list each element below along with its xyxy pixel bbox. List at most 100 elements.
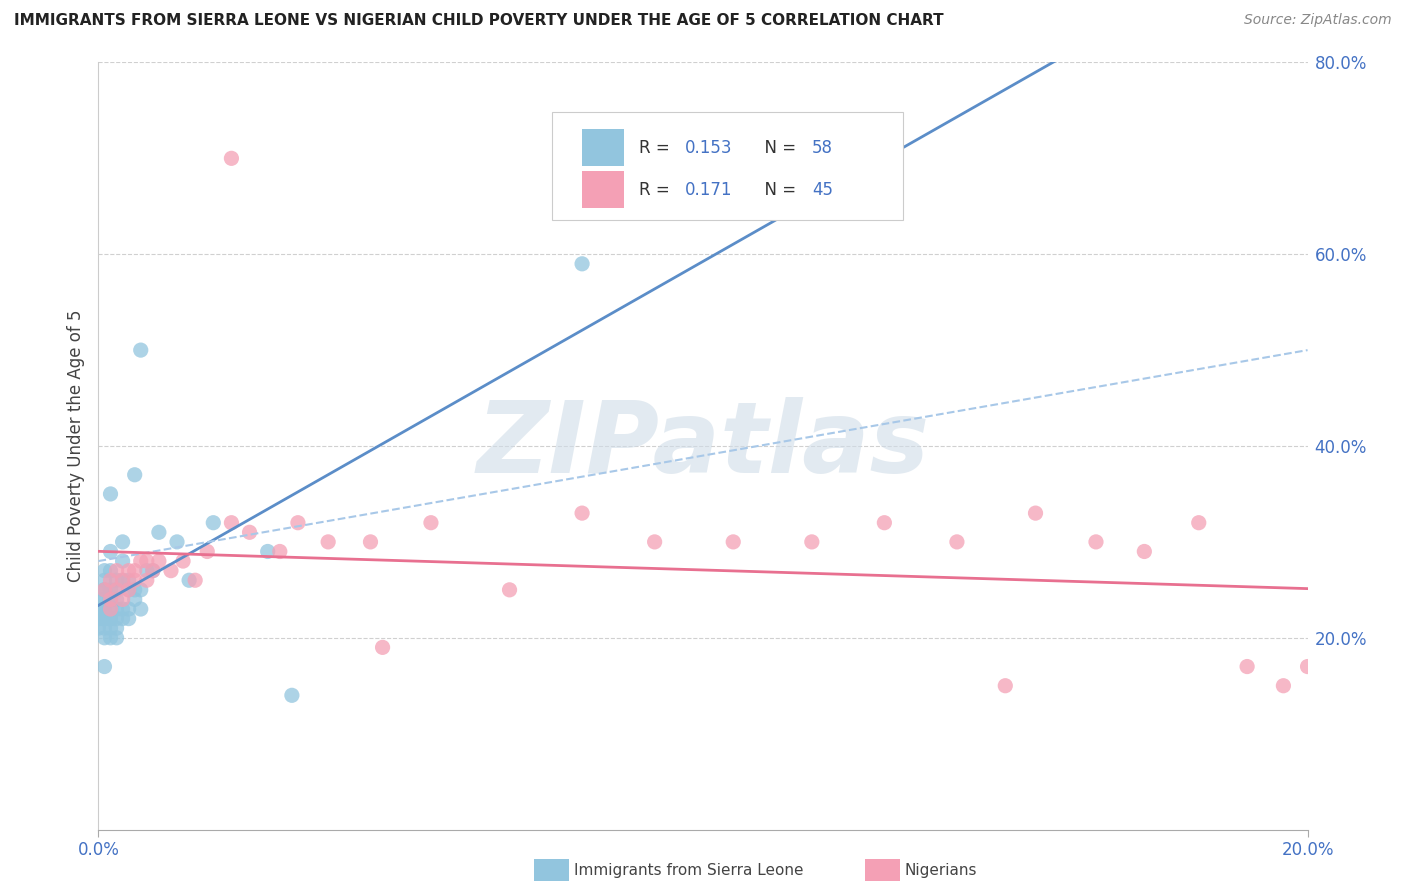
- Point: [148, 525, 170, 540]
- Point: [100, 612, 122, 626]
- Point: [124, 574, 146, 588]
- Point: [1188, 516, 1211, 530]
- Text: 0.171: 0.171: [685, 181, 733, 199]
- Point: [100, 592, 122, 607]
- Point: [160, 564, 183, 578]
- Point: [105, 612, 128, 626]
- Point: [111, 554, 134, 568]
- Point: [111, 574, 134, 588]
- FancyBboxPatch shape: [582, 171, 624, 208]
- Text: 45: 45: [811, 181, 832, 199]
- Point: [100, 602, 122, 616]
- Point: [100, 621, 122, 635]
- Point: [100, 487, 122, 501]
- Point: [1085, 535, 1108, 549]
- Point: [946, 535, 969, 549]
- Point: [93, 592, 115, 607]
- Point: [135, 554, 157, 568]
- Point: [118, 612, 141, 626]
- Point: [1296, 659, 1319, 673]
- Point: [111, 592, 134, 607]
- Point: [124, 582, 146, 597]
- Point: [93, 582, 115, 597]
- Point: [873, 516, 896, 530]
- Point: [105, 621, 128, 635]
- Point: [93, 631, 115, 645]
- Point: [166, 535, 188, 549]
- Point: [172, 554, 194, 568]
- Point: [87, 592, 110, 607]
- Point: [129, 554, 152, 568]
- Text: R =: R =: [638, 181, 675, 199]
- Text: N =: N =: [754, 138, 801, 157]
- Point: [100, 631, 122, 645]
- Point: [142, 564, 165, 578]
- Point: [239, 525, 262, 540]
- Point: [105, 564, 128, 578]
- Point: [111, 535, 134, 549]
- Point: [87, 602, 110, 616]
- Point: [571, 506, 593, 520]
- Point: [179, 574, 201, 588]
- Point: [129, 582, 152, 597]
- Point: [100, 592, 122, 607]
- Point: [195, 544, 218, 558]
- Point: [571, 257, 593, 271]
- Point: [142, 564, 165, 578]
- Point: [93, 602, 115, 616]
- Text: ZIPatlas: ZIPatlas: [477, 398, 929, 494]
- Text: 0.153: 0.153: [685, 138, 733, 157]
- Point: [87, 612, 110, 626]
- Point: [281, 689, 304, 703]
- Point: [118, 574, 141, 588]
- Point: [644, 535, 666, 549]
- Point: [100, 602, 122, 616]
- Point: [1133, 544, 1156, 558]
- Point: [93, 612, 115, 626]
- Point: [221, 516, 243, 530]
- Point: [87, 621, 110, 635]
- Point: [124, 564, 146, 578]
- Point: [800, 535, 823, 549]
- Text: IMMIGRANTS FROM SIERRA LEONE VS NIGERIAN CHILD POVERTY UNDER THE AGE OF 5 CORREL: IMMIGRANTS FROM SIERRA LEONE VS NIGERIAN…: [14, 13, 943, 29]
- Point: [93, 574, 115, 588]
- Point: [129, 602, 152, 616]
- Point: [93, 621, 115, 635]
- Point: [111, 612, 134, 626]
- Point: [105, 592, 128, 607]
- Point: [202, 516, 225, 530]
- Point: [118, 564, 141, 578]
- Point: [105, 574, 128, 588]
- Point: [93, 582, 115, 597]
- FancyBboxPatch shape: [582, 129, 624, 166]
- Point: [105, 631, 128, 645]
- Point: [111, 574, 134, 588]
- Point: [269, 544, 291, 558]
- Point: [124, 467, 146, 482]
- Point: [723, 535, 745, 549]
- Point: [105, 602, 128, 616]
- Point: [371, 640, 394, 655]
- Text: R =: R =: [638, 138, 675, 157]
- Point: [1024, 506, 1046, 520]
- Y-axis label: Child Poverty Under the Age of 5: Child Poverty Under the Age of 5: [66, 310, 84, 582]
- Point: [93, 564, 115, 578]
- Point: [360, 535, 382, 549]
- Point: [498, 582, 520, 597]
- Point: [100, 564, 122, 578]
- Point: [100, 574, 122, 588]
- FancyBboxPatch shape: [551, 112, 903, 219]
- Point: [287, 516, 309, 530]
- Point: [1236, 659, 1258, 673]
- Text: Source: ZipAtlas.com: Source: ZipAtlas.com: [1244, 13, 1392, 28]
- Point: [256, 544, 278, 558]
- Point: [93, 582, 115, 597]
- Point: [100, 544, 122, 558]
- Point: [135, 574, 157, 588]
- Point: [184, 574, 207, 588]
- Point: [221, 152, 243, 166]
- Point: [118, 582, 141, 597]
- Point: [105, 582, 128, 597]
- Point: [994, 679, 1017, 693]
- Text: Immigrants from Sierra Leone: Immigrants from Sierra Leone: [574, 863, 803, 878]
